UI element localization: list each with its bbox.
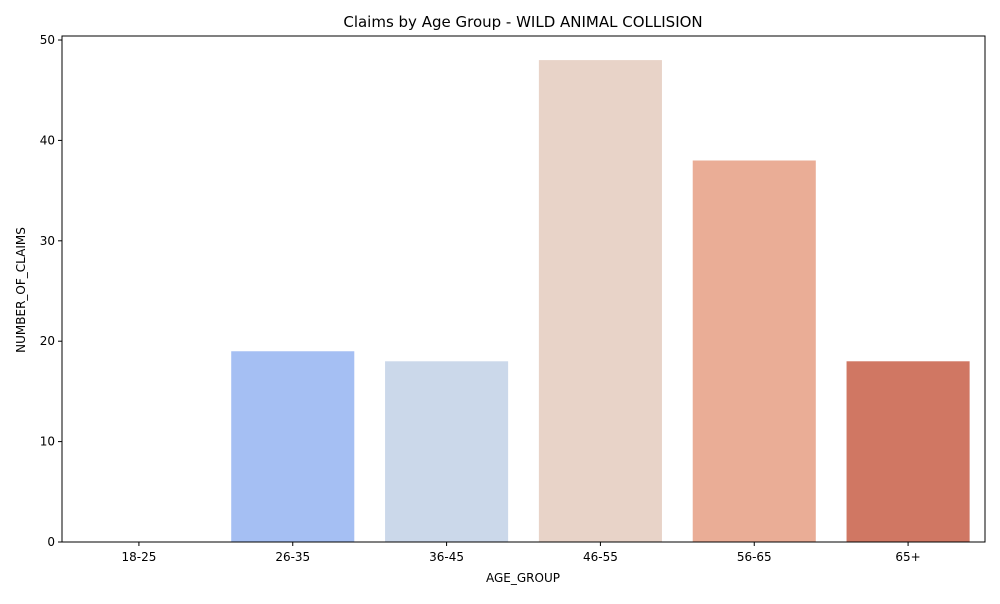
x-tick-label: 36-45 [429, 550, 464, 564]
bars-layer [231, 60, 970, 543]
x-axis-label: AGE_GROUP [486, 571, 560, 585]
bar-65+ [846, 361, 970, 542]
x-ticks-layer: 18-25 26-35 36-45 46-55 56-65 65+ [121, 542, 921, 564]
chart-title: Claims by Age Group - WILD ANIMAL COLLIS… [343, 13, 702, 31]
x-tick-label: 46-55 [583, 550, 618, 564]
bar-46-55 [538, 60, 662, 542]
y-tick-label: 20 [40, 334, 55, 348]
bar-26-35 [231, 351, 355, 542]
x-tick-label: 56-65 [737, 550, 772, 564]
y-axis-label: NUMBER_OF_CLAIMS [14, 227, 28, 353]
y-tick-label: 0 [47, 535, 55, 549]
y-tick-label: 30 [40, 234, 55, 248]
x-tick-label: 18-25 [121, 550, 156, 564]
x-tick-label: 65+ [895, 550, 920, 564]
y-ticks-layer: 0 10 20 30 40 50 [40, 33, 62, 549]
x-tick-label: 26-35 [275, 550, 310, 564]
bar-56-65 [692, 160, 816, 543]
bar-36-45 [385, 361, 509, 542]
plot-frame [61, 35, 986, 543]
y-tick-label: 10 [40, 435, 55, 449]
axes-layer [61, 35, 986, 543]
y-tick-label: 50 [40, 33, 55, 47]
y-tick-label: 40 [40, 133, 55, 147]
